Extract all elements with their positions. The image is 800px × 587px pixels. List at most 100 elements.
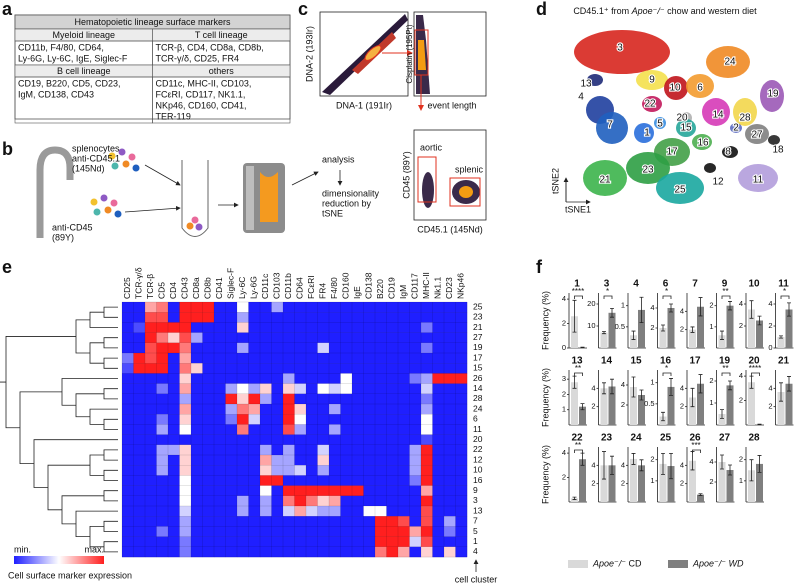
cluster-label: 19 bbox=[767, 89, 779, 100]
heatmap-cell bbox=[317, 363, 330, 374]
bar bbox=[579, 459, 586, 502]
heatmap-cell bbox=[225, 495, 238, 507]
y-tick-label: 2 bbox=[739, 321, 743, 330]
marker-label: CD64 bbox=[295, 277, 305, 299]
heatmap-cell bbox=[145, 342, 157, 354]
heatmap-cell bbox=[168, 455, 180, 466]
heatmap-cell bbox=[248, 516, 261, 527]
heatmap-cell bbox=[271, 373, 284, 384]
error-bar bbox=[639, 296, 644, 324]
heatmap-cell bbox=[283, 312, 295, 323]
heatmap-cell bbox=[455, 363, 468, 374]
y-tick-label: 20 bbox=[587, 299, 595, 308]
heatmap-cell bbox=[444, 424, 456, 435]
y-tick-label: 1 bbox=[621, 301, 625, 310]
cluster-title: 17 bbox=[689, 356, 701, 367]
heatmap-cell bbox=[398, 424, 410, 435]
heatmap-cell bbox=[317, 536, 330, 547]
heatmap-cell bbox=[248, 536, 261, 547]
heatmap-cell bbox=[398, 312, 410, 323]
heatmap-cell bbox=[329, 383, 341, 394]
heatmap-cell bbox=[409, 506, 422, 517]
heatmap-cell bbox=[352, 363, 364, 374]
heatmap-cell bbox=[156, 342, 169, 354]
heatmap-cell bbox=[271, 434, 284, 445]
heatmap-cell bbox=[432, 516, 445, 527]
heatmap-cell bbox=[398, 332, 410, 343]
heatmap-cell bbox=[168, 353, 180, 364]
heatmap-cell bbox=[191, 404, 203, 415]
heatmap-cell bbox=[283, 302, 295, 313]
heatmap-cell bbox=[444, 312, 456, 323]
heatmap-cell bbox=[283, 393, 295, 405]
heatmap-cell bbox=[214, 363, 226, 374]
bar bbox=[608, 465, 616, 502]
error-bar bbox=[720, 409, 724, 419]
heatmap-cell bbox=[409, 312, 422, 323]
heatmap-cell bbox=[214, 302, 226, 313]
heatmap-cell bbox=[340, 465, 353, 476]
heatmap-cell bbox=[168, 495, 180, 507]
heatmap-cell bbox=[202, 526, 215, 537]
heatmap-cell bbox=[202, 383, 215, 394]
heatmap-cell bbox=[386, 424, 399, 435]
heatmap-cell bbox=[237, 404, 249, 415]
heatmap-cell bbox=[294, 495, 307, 507]
marker-label: Nk1.1 bbox=[433, 277, 443, 299]
y-tick-label: 2 bbox=[739, 455, 743, 464]
heatmap-cell bbox=[156, 424, 169, 435]
heatmap-cell bbox=[352, 546, 364, 558]
axis-label: CD45.1 (145Nd) bbox=[417, 224, 483, 234]
heatmap-cell bbox=[168, 404, 180, 415]
y-tick-label: 2 bbox=[680, 402, 684, 411]
heatmap-cell bbox=[306, 516, 318, 527]
legend-title: Cell surface marker expression bbox=[8, 570, 132, 580]
heatmap-cell bbox=[386, 475, 399, 486]
table-text: Ly-6G, Ly-6C, IgE, Siglec-F bbox=[18, 53, 128, 63]
heatmap-cell bbox=[191, 332, 203, 343]
heatmap-cell bbox=[168, 546, 180, 558]
heatmap-cell bbox=[214, 465, 226, 476]
heatmap-cell bbox=[455, 526, 468, 537]
heatmap-cell bbox=[352, 465, 364, 476]
heatmap-cell bbox=[432, 455, 445, 466]
tsne-cluster bbox=[587, 74, 603, 86]
significance-bracket bbox=[721, 372, 731, 376]
heatmap-cell bbox=[294, 506, 307, 517]
heatmap-cell bbox=[444, 495, 456, 507]
cluster-row-label: 25 bbox=[473, 301, 483, 311]
heatmap-cell bbox=[191, 526, 203, 537]
bar bbox=[600, 332, 608, 348]
heatmap-cell bbox=[352, 353, 364, 364]
heatmap-cell bbox=[260, 373, 272, 384]
heatmap-cell bbox=[375, 526, 387, 537]
significance-bracket bbox=[721, 295, 731, 299]
error-bar bbox=[690, 326, 695, 333]
heatmap-cell bbox=[248, 332, 261, 343]
heatmap-cell bbox=[317, 383, 330, 394]
heatmap-cell bbox=[455, 312, 468, 323]
bar bbox=[748, 470, 755, 502]
cluster-title: 9 bbox=[722, 279, 728, 290]
heatmap-cell bbox=[340, 373, 353, 384]
heatmap-cell bbox=[444, 434, 456, 445]
heatmap-cell bbox=[340, 302, 353, 313]
bar bbox=[718, 462, 726, 502]
heatmap-cell bbox=[398, 465, 410, 476]
heatmap-cell bbox=[432, 526, 445, 537]
tsne-cluster bbox=[702, 98, 730, 126]
heatmap-cell bbox=[317, 465, 330, 476]
error-bar bbox=[580, 452, 585, 466]
heatmap-cell bbox=[386, 404, 399, 415]
heatmap-cell bbox=[363, 536, 376, 547]
heatmap-cell bbox=[444, 516, 456, 527]
error-bar bbox=[572, 375, 577, 389]
heatmap-cell bbox=[455, 404, 468, 415]
heatmap-cell bbox=[156, 393, 169, 405]
y-tick-label: 4 bbox=[768, 299, 772, 308]
tsne-cluster bbox=[745, 124, 769, 144]
heatmap-cell bbox=[306, 312, 318, 323]
heatmap-cell bbox=[260, 414, 272, 425]
heatmap-cell bbox=[225, 475, 238, 486]
y-tick-label: 2 bbox=[768, 402, 772, 411]
